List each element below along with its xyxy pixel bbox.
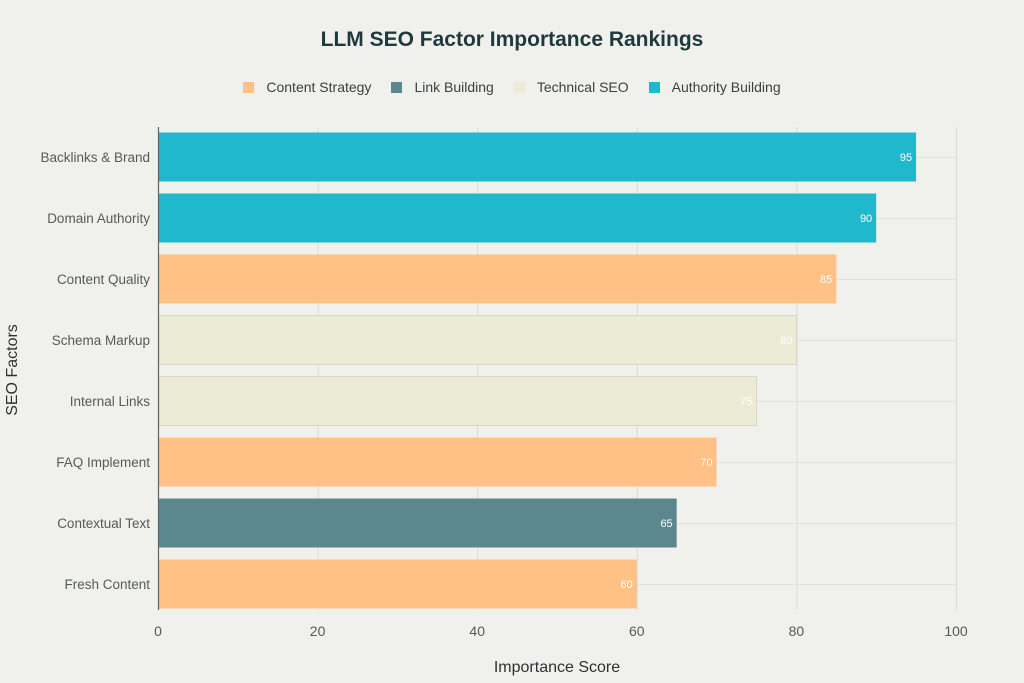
legend-swatch [648,81,660,93]
legend-label: Technical SEO [536,79,629,95]
bar[interactable] [159,193,877,243]
legend-item-link-building[interactable]: Link Building [391,79,494,95]
bars: 95 90 85 80 75 70 65 60 [158,132,917,609]
x-tick-label: 100 [944,623,968,639]
legend-item-technical-seo[interactable]: Technical SEO [513,79,629,95]
legend-swatch [243,81,255,93]
legend-label: Authority Building [671,79,781,95]
bar[interactable] [159,559,637,609]
bar[interactable] [159,254,837,304]
bar-value-label: 60 [621,579,633,591]
x-axis-title: Importance Score [494,659,620,676]
bar-value-label: 85 [820,274,832,286]
y-axis-categories: Backlinks & Brand Domain Authority Content… [40,150,150,592]
x-tick-label: 60 [629,623,645,639]
y-category-label: Content Quality [57,272,150,287]
legend-label: Link Building [414,79,494,95]
legend-swatch [513,81,525,93]
x-tick-label: 80 [789,623,805,639]
bar-value-label: 75 [740,396,752,408]
bar[interactable] [159,132,917,182]
y-axis-title: SEO Factors [4,324,21,416]
x-tick-label: 40 [469,623,485,639]
bar[interactable] [158,315,797,365]
y-category-label: Backlinks & Brand [40,150,150,165]
bar-value-label: 65 [660,518,672,530]
x-tick-label: 20 [310,623,326,639]
bar-value-label: 70 [700,457,712,469]
y-category-label: Internal Links [70,394,151,409]
x-axis-ticks: 0 20 40 60 80 100 [154,623,968,639]
legend-item-content-strategy[interactable]: Content Strategy [243,79,371,95]
bar-value-label: 90 [860,213,872,225]
bar[interactable] [159,437,717,487]
y-category-label: Domain Authority [47,211,150,226]
bar[interactable] [159,498,677,548]
chart-title: LLM SEO Factor Importance Rankings [320,28,704,51]
y-category-label: Schema Markup [52,333,150,348]
legend-item-authority-building[interactable]: Authority Building [648,79,781,95]
y-category-label: FAQ Implement [56,455,150,470]
legend-label: Content Strategy [266,79,372,95]
legend-swatch [391,81,403,93]
bar-value-label: 95 [900,152,912,164]
y-category-label: Fresh Content [64,577,150,592]
bar-value-label: 80 [780,335,792,347]
bar[interactable] [158,376,757,426]
legend: Content Strategy Link Building Technical… [0,79,1024,95]
y-category-label: Contextual Text [57,516,150,531]
x-tick-label: 0 [154,623,162,639]
